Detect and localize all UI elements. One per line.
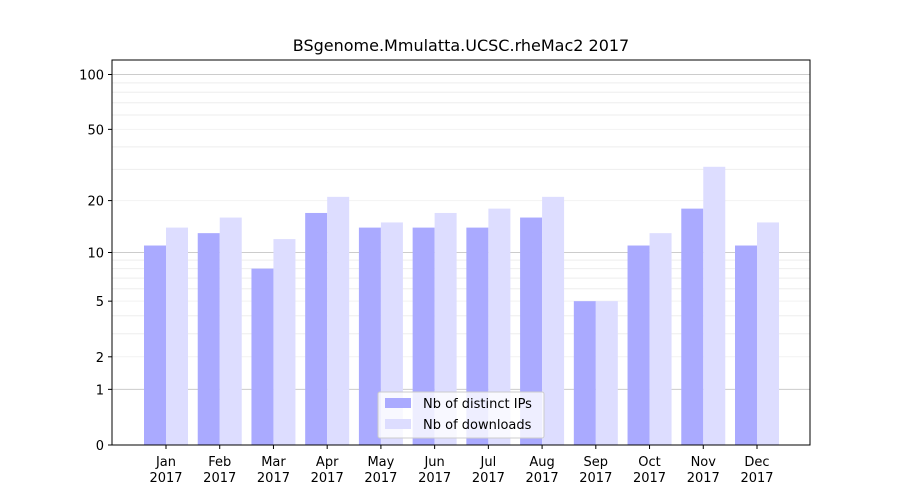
x-tick-label: Apr 2017: [311, 455, 344, 486]
y-tick-label: 1: [96, 383, 104, 398]
legend-label-downloads: Nb of downloads: [423, 418, 532, 433]
bar-downloads: [595, 301, 618, 445]
bar-downloads: [327, 196, 350, 445]
bar-ips: [520, 217, 543, 445]
x-tick-label: May 2017: [364, 455, 397, 486]
y-tick-label: 100: [79, 69, 104, 84]
x-tick-label: Mar 2017: [257, 455, 290, 486]
legend-label-ips: Nb of distinct IPs: [423, 397, 532, 412]
bar-ips: [573, 301, 596, 445]
bar-ips: [627, 245, 650, 445]
bar-ips: [358, 227, 381, 445]
bar-downloads: [542, 196, 565, 445]
y-tick-label: 2: [96, 351, 104, 366]
bar-ips: [251, 268, 274, 445]
legend-box: [377, 391, 545, 439]
y-tick-label: 20: [87, 195, 104, 210]
bar-ips: [305, 212, 328, 445]
x-tick-label: Nov 2017: [687, 455, 720, 486]
y-tick-label: 5: [96, 295, 104, 310]
chart-title: BSgenome.Mmulatta.UCSC.rheMac2 2017: [293, 36, 629, 55]
x-axis: Jan 2017 Feb 2017 Mar 2017 Apr 2017 May 2017 Jun 20…: [149, 445, 774, 486]
x-tick-label: Sep 2017: [579, 455, 612, 486]
bars: [144, 166, 779, 446]
x-tick-label: Oct 2017: [633, 455, 666, 486]
bar-downloads: [434, 212, 457, 445]
bar-downloads: [757, 222, 779, 445]
bar-downloads: [219, 217, 242, 445]
bar-ips: [735, 245, 757, 445]
y-tick-label: 10: [87, 247, 104, 262]
legend: Nb of distinct IPs Nb of downloads: [377, 391, 545, 439]
x-tick-label: Dec 2017: [740, 455, 773, 486]
bar-downloads: [703, 166, 726, 446]
bar-downloads: [649, 233, 672, 445]
bar-ips: [197, 233, 220, 445]
x-tick-label: Jun 2017: [418, 455, 451, 486]
legend-swatch-ips: [385, 398, 411, 408]
x-tick-label: Jul 2017: [472, 455, 505, 486]
x-tick-label: Feb 2017: [203, 455, 236, 486]
bar-ips: [466, 227, 489, 445]
x-tick-label: Aug 2017: [526, 455, 559, 486]
bar-downloads: [273, 239, 296, 445]
y-axis: 0 1 2 5 10 20 50 100: [79, 69, 112, 454]
bar-ips: [412, 227, 435, 445]
bar-ips: [681, 208, 704, 445]
bar-downloads: [166, 227, 188, 445]
x-tick-label: Jan 2017: [149, 455, 182, 486]
y-tick-label: 50: [87, 123, 104, 138]
bar-downloads: [488, 208, 511, 445]
legend-swatch-downloads: [385, 419, 411, 429]
bar-downloads: [380, 222, 403, 445]
bar-ips: [144, 245, 166, 445]
y-tick-label: 0: [96, 439, 104, 454]
